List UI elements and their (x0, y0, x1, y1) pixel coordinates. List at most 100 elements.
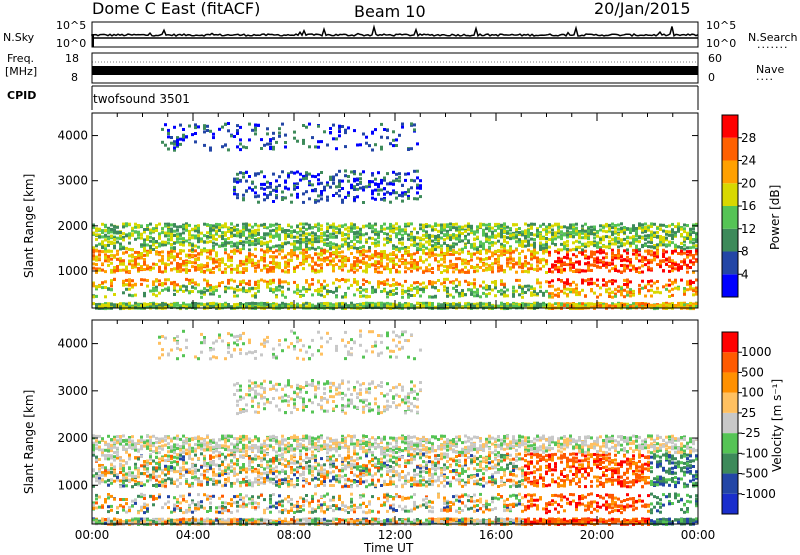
echo-cell (329, 290, 332, 293)
echo-cell (197, 290, 200, 293)
echo-cell (356, 195, 359, 198)
echo-cell (176, 229, 179, 232)
echo-cell (332, 260, 335, 263)
echo-cell (371, 149, 374, 152)
echo-cell (323, 257, 326, 260)
echo-cell (239, 280, 242, 283)
echo-cell (224, 234, 227, 237)
echo-cell (134, 251, 137, 254)
echo-cell (596, 258, 599, 261)
echo-cell (218, 282, 221, 285)
echo-cell (338, 267, 341, 270)
echo-cell (374, 242, 377, 245)
echo-cell (575, 233, 578, 236)
echo-cell (323, 238, 326, 241)
echo-cell (569, 258, 572, 261)
echo-cell (596, 246, 599, 249)
echo-cell (560, 290, 563, 293)
echo-cell (389, 230, 392, 233)
echo-cell (326, 263, 329, 266)
echo-cell (620, 271, 623, 274)
echo-cell (134, 231, 137, 234)
echo-cell (332, 232, 335, 235)
echo-cell (290, 230, 293, 233)
echo-cell (335, 278, 338, 281)
echo-cell (410, 232, 413, 235)
echo-cell (485, 263, 488, 266)
echo-cell (125, 247, 128, 250)
echo-cell (116, 250, 119, 253)
echo-cell (638, 240, 641, 243)
echo-cell (437, 305, 440, 308)
echo-cell (395, 292, 398, 295)
echo-cell (152, 303, 155, 306)
echo-cell (116, 226, 119, 229)
echo-cell (392, 180, 395, 183)
echo-cell (242, 226, 245, 229)
echo-cell (623, 249, 626, 252)
echo-cell (404, 228, 407, 231)
echo-cell (587, 261, 590, 264)
echo-cell (215, 226, 218, 229)
echo-cell (632, 253, 635, 256)
echo-cell (392, 144, 395, 147)
echo-cell (266, 181, 269, 184)
echo-cell (371, 291, 374, 294)
echo-cell (425, 225, 428, 228)
echo-cell (632, 224, 635, 227)
echo-cell (410, 243, 413, 246)
echo-cell (254, 238, 257, 241)
echo-cell (569, 261, 572, 264)
echo-cell (428, 224, 431, 227)
echo-cell (122, 252, 125, 255)
echo-cell (368, 295, 371, 298)
echo-cell (329, 236, 332, 239)
echo-cell (533, 290, 536, 293)
echo-cell (338, 194, 341, 197)
echo-cell (392, 183, 395, 186)
echo-cell (650, 280, 653, 283)
echo-cell (443, 238, 446, 241)
echo-cell (293, 245, 296, 248)
echo-cell (473, 247, 476, 250)
echo-cell (266, 194, 269, 197)
echo-cell (314, 237, 317, 240)
echo-cell (293, 172, 296, 175)
echo-cell (272, 251, 275, 254)
echo-cell (629, 294, 632, 297)
echo-cell (644, 286, 647, 289)
echo-cell (227, 253, 230, 256)
echo-cell (452, 226, 455, 229)
echo-cell (284, 134, 287, 137)
echo-cell (221, 224, 224, 227)
echo-cell (632, 290, 635, 293)
echo-cell (404, 252, 407, 255)
echo-cell (530, 250, 533, 253)
echo-cell (350, 171, 353, 174)
echo-cell (140, 243, 143, 246)
echo-cell (455, 251, 458, 254)
echo-cell (350, 302, 353, 305)
echo-cell (221, 145, 224, 148)
echo-cell (479, 285, 482, 288)
echo-cell (356, 231, 359, 234)
echo-cell (566, 257, 569, 260)
echo-cell (611, 252, 614, 255)
echo-cell (284, 187, 287, 190)
echo-cell (353, 243, 356, 246)
echo-cell (110, 241, 113, 244)
echo-cell (278, 282, 281, 285)
echo-cell (392, 171, 395, 174)
echo-cell (647, 289, 650, 292)
echo-cell (215, 265, 218, 268)
echo-cell (431, 240, 434, 243)
echo-cell (410, 288, 413, 291)
echo-cell (182, 241, 185, 244)
echo-cell (650, 295, 653, 298)
echo-cell (299, 251, 302, 254)
echo-cell (206, 241, 209, 244)
echo-cell (632, 294, 635, 297)
echo-cell (98, 285, 101, 288)
echo-cell (476, 236, 479, 239)
echo-cell (200, 267, 203, 270)
